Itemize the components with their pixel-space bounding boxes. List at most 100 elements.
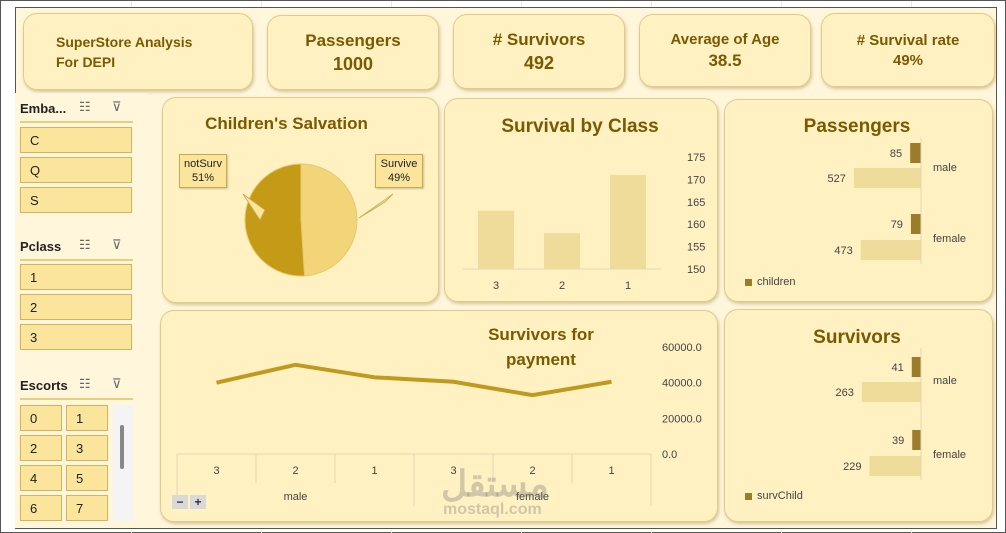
multi-select-icon[interactable]: ☷ — [79, 376, 91, 391]
bar-female-children — [910, 214, 921, 234]
legend-swatch — [745, 278, 752, 286]
expand-field-button[interactable]: + — [190, 495, 206, 509]
line-chart: 60000.0 40000.0 20000.0 0.0 3 2 1 3 2 1 male female — [176, 342, 702, 506]
chart-title: Survivors — [813, 327, 901, 348]
kpi-label: Average of Age — [670, 30, 780, 48]
bar-female-total — [869, 456, 921, 476]
kpi-value: 49% — [892, 51, 924, 69]
slicer-title-embarked: Emba... — [20, 101, 67, 116]
y-tick-label: 165 — [687, 197, 705, 209]
chart-card-survivors[interactable]: Survivors 263 41 male 229 39 female survChild — [724, 309, 993, 522]
data-label: 85 — [890, 148, 902, 160]
slicer-divider — [20, 398, 133, 400]
slicer-item-escorts[interactable]: 6 — [20, 495, 62, 521]
slicer-item-escorts[interactable]: 3 — [66, 435, 108, 461]
slicer-item-embarked[interactable]: Q — [20, 157, 132, 183]
slicer-item-embarked[interactable]: C — [20, 127, 132, 153]
y-tick-label: 170 — [687, 174, 705, 186]
pie-slice-notsurv — [244, 163, 306, 277]
data-label: 41 — [892, 362, 904, 374]
slicer-scrollbar-thumb[interactable] — [120, 425, 124, 469]
series-line — [216, 362, 612, 398]
callout-pointer — [242, 193, 266, 221]
kpi-survival-rate: # Survival rate 49% — [821, 13, 995, 87]
y-tick-label: 175 — [687, 152, 705, 164]
x-tick-label: 2 — [559, 280, 565, 292]
pie-callout-notsurv: notSurv 51% — [179, 154, 227, 188]
data-label: 79 — [891, 219, 903, 231]
bar-male-children — [910, 143, 921, 163]
bar-class-1 — [610, 174, 646, 269]
kpi-label: # Survival rate — [856, 31, 960, 49]
pie-callout-value: 49% — [387, 172, 411, 184]
slicer-item-escorts[interactable]: 7 — [66, 495, 108, 521]
legend-label: children — [757, 276, 796, 288]
bar-male-total — [853, 168, 921, 188]
legend-swatch — [745, 492, 752, 500]
pie-chart — [242, 163, 394, 277]
dashboard-title: SuperStore Analysis — [56, 33, 193, 50]
clear-filter-icon[interactable]: ⊽ — [112, 376, 122, 391]
bar-chart: 175 170 165 160 155 150 3 2 1 — [463, 152, 705, 292]
chart-title: Passengers — [803, 116, 911, 137]
multi-select-icon[interactable]: ☷ — [79, 237, 91, 252]
x-tick-label: 2 — [529, 465, 535, 477]
y-tick-label: 40000.0 — [662, 378, 702, 390]
chart-legend: survChild — [745, 490, 803, 502]
kpi-passengers: Passengers 1000 — [267, 15, 439, 90]
slicer-scrollbar-track[interactable] — [113, 405, 133, 521]
hbar-chart: 263 41 male 229 39 female — [835, 348, 966, 480]
watermark-text: mostaql.com — [443, 501, 542, 518]
chart-card-passengers[interactable]: Passengers 527 85 male 473 79 female children — [724, 99, 993, 302]
pie-callout-label: notSurv — [184, 158, 222, 170]
x-tick-label: 3 — [450, 465, 456, 477]
pie-slice-survive — [300, 163, 358, 277]
multi-select-icon[interactable]: ☷ — [79, 99, 91, 114]
slicer-item-escorts[interactable]: 0 — [20, 405, 62, 431]
hbar-chart: 527 85 male 473 79 female — [828, 138, 966, 264]
x-tick-label: 3 — [493, 280, 499, 292]
legend-label: survChild — [757, 490, 803, 502]
slicer-title-escorts: Escorts — [20, 378, 68, 393]
bar-class-3 — [478, 210, 514, 269]
slicer-item-escorts[interactable]: 4 — [20, 465, 62, 491]
slicer-item-embarked[interactable]: S — [20, 187, 132, 213]
kpi-value: 1000 — [332, 53, 374, 74]
category-label: female — [933, 449, 966, 461]
pie-callout-label: Survive — [380, 158, 418, 170]
data-label: 473 — [834, 245, 852, 257]
data-label: 39 — [892, 435, 904, 447]
clear-filter-icon[interactable]: ⊽ — [112, 237, 122, 252]
chart-title-line: Survivors for — [488, 325, 594, 344]
bar-female-total — [860, 240, 921, 260]
y-tick-label: 160 — [687, 219, 705, 231]
x-group-label: female — [516, 491, 549, 503]
slicer-item-pclass[interactable]: 3 — [20, 324, 132, 350]
slicer-item-escorts[interactable]: 2 — [20, 435, 62, 461]
chart-card-children-salvation[interactable]: Children's Salvation notSurv 51% Survive… — [162, 97, 439, 303]
data-label: 263 — [835, 387, 853, 399]
slicer-item-escorts[interactable]: 1 — [66, 405, 108, 431]
slicer-item-escorts[interactable]: 5 — [66, 465, 108, 491]
chart-legend: children — [745, 276, 796, 288]
x-tick-label: 1 — [608, 465, 614, 477]
category-label: male — [933, 375, 957, 387]
x-tick-label: 1 — [371, 465, 377, 477]
chart-title: Survival by Class — [501, 116, 659, 137]
chart-card-survival-by-class[interactable]: Survival by Class 175 170 165 160 155 150 3 2 1 — [444, 98, 718, 302]
x-tick-label: 3 — [213, 465, 219, 477]
data-label: 527 — [828, 173, 846, 185]
x-tick-label: 2 — [292, 465, 298, 477]
clear-filter-icon[interactable]: ⊽ — [112, 99, 122, 114]
title-card: SuperStore Analysis For DEPI — [23, 13, 253, 90]
slicer-item-pclass[interactable]: 2 — [20, 294, 132, 320]
watermark-logo: مستقل — [441, 463, 549, 504]
x-tick-label: 1 — [625, 280, 631, 292]
slicer-item-pclass[interactable]: 1 — [20, 264, 132, 290]
collapse-field-button[interactable]: − — [172, 495, 188, 509]
chart-card-survivors-payment[interactable]: Survivors for payment 60000.0 40000.0 2000… — [160, 310, 718, 522]
y-tick-label: 0.0 — [662, 449, 677, 461]
data-label: 229 — [843, 461, 861, 473]
callout-pointer — [358, 193, 394, 219]
